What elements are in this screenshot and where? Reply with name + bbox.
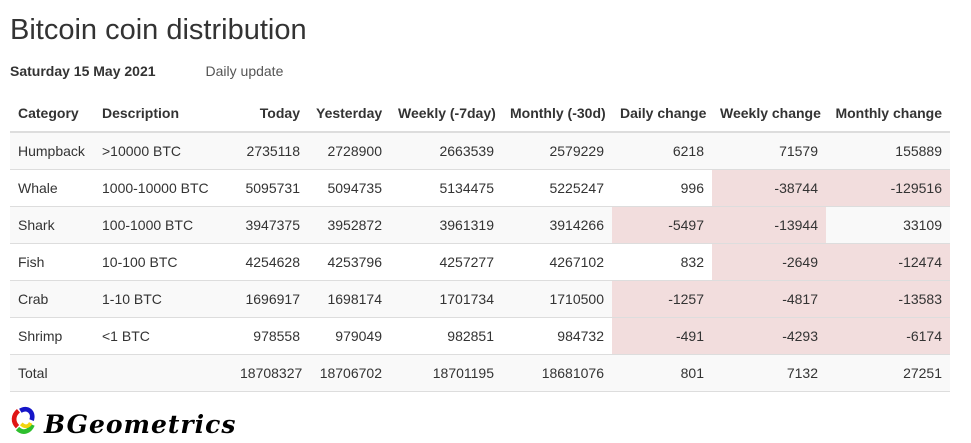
cell-monthly: 4267102 (502, 243, 612, 281)
cell-yesterday: 979049 (308, 317, 390, 355)
cell-yesterday: 5094735 (308, 169, 390, 207)
cell-description: >10000 BTC (94, 131, 232, 170)
table-row: Crab 1-10 BTC 1696917 1698174 1701734 17… (10, 280, 950, 318)
col-header-category: Category (10, 95, 94, 133)
cell-daily-change: 996 (612, 169, 712, 207)
table-header-row: Category Description Today Yesterday Wee… (10, 95, 950, 133)
cell-daily-change: -491 (612, 317, 712, 355)
cell-monthly-change: -13583 (826, 280, 950, 318)
cell-weekly: 4257277 (390, 243, 502, 281)
cell-yesterday: 18706702 (308, 354, 390, 392)
cell-weekly: 18701195 (390, 354, 502, 392)
table-row: Humpback >10000 BTC 2735118 2728900 2663… (10, 131, 950, 170)
cell-category: Total (10, 354, 94, 392)
cell-weekly: 3961319 (390, 206, 502, 244)
cell-yesterday: 3952872 (308, 206, 390, 244)
cell-yesterday: 4253796 (308, 243, 390, 281)
bgeometrics-logo-icon (10, 406, 40, 443)
col-header-today: Today (232, 95, 308, 133)
col-header-description: Description (94, 95, 232, 133)
page-title: Bitcoin coin distribution (10, 14, 307, 46)
cell-today: 5095731 (232, 169, 308, 207)
cell-category: Shrimp (10, 317, 94, 355)
cell-weekly-change: -13944 (712, 206, 826, 244)
cell-today: 2735118 (232, 131, 308, 170)
cell-description: <1 BTC (94, 317, 232, 355)
cell-today: 1696917 (232, 280, 308, 318)
cell-monthly-change: 33109 (826, 206, 950, 244)
cell-monthly: 5225247 (502, 169, 612, 207)
cell-today: 4254628 (232, 243, 308, 281)
cell-category: Crab (10, 280, 94, 318)
cell-yesterday: 1698174 (308, 280, 390, 318)
cell-category: Fish (10, 243, 94, 281)
bgeometrics-logo[interactable]: BGeometrics (10, 406, 235, 443)
cell-weekly-change: 7132 (712, 354, 826, 392)
cell-weekly-change: -38744 (712, 169, 826, 207)
cell-weekly-change: -4293 (712, 317, 826, 355)
cell-today: 978558 (232, 317, 308, 355)
cell-monthly: 984732 (502, 317, 612, 355)
update-frequency-label: Daily update (205, 63, 284, 79)
cell-description: 100-1000 BTC (94, 206, 232, 244)
table-row: Shark 100-1000 BTC 3947375 3952872 39613… (10, 206, 950, 244)
cell-monthly-change: -129516 (826, 169, 950, 207)
logo-text: BGeometrics (44, 410, 237, 439)
cell-monthly: 3914266 (502, 206, 612, 244)
col-header-monthly: Monthly (-30d) (502, 95, 612, 133)
cell-weekly: 1701734 (390, 280, 502, 318)
cell-daily-change: -5497 (612, 206, 712, 244)
table-row: Whale 1000-10000 BTC 5095731 5094735 513… (10, 169, 950, 207)
table-row: Shrimp <1 BTC 978558 979049 982851 98473… (10, 317, 950, 355)
col-header-monthly-change: Monthly change (826, 95, 950, 133)
report-date: Saturday 15 May 2021 (10, 63, 156, 79)
table-row: Total 18708327 18706702 18701195 1868107… (10, 354, 950, 392)
col-header-yesterday: Yesterday (308, 95, 390, 133)
cell-description: 1000-10000 BTC (94, 169, 232, 207)
cell-today: 18708327 (232, 354, 308, 392)
cell-description: 10-100 BTC (94, 243, 232, 281)
cell-category: Shark (10, 206, 94, 244)
cell-today: 3947375 (232, 206, 308, 244)
cell-description (94, 354, 232, 392)
table-row: Fish 10-100 BTC 4254628 4253796 4257277 … (10, 243, 950, 281)
cell-daily-change: 801 (612, 354, 712, 392)
cell-category: Whale (10, 169, 94, 207)
col-header-daily-change: Daily change (612, 95, 712, 133)
col-header-weekly: Weekly (-7day) (390, 95, 502, 133)
cell-weekly: 2663539 (390, 131, 502, 170)
cell-monthly-change: 27251 (826, 354, 950, 392)
cell-daily-change: -1257 (612, 280, 712, 318)
cell-weekly: 982851 (390, 317, 502, 355)
cell-monthly-change: 155889 (826, 131, 950, 170)
cell-weekly-change: -2649 (712, 243, 826, 281)
cell-monthly: 2579229 (502, 131, 612, 170)
cell-monthly-change: -6174 (826, 317, 950, 355)
cell-monthly: 18681076 (502, 354, 612, 392)
cell-yesterday: 2728900 (308, 131, 390, 170)
cell-daily-change: 832 (612, 243, 712, 281)
cell-weekly-change: -4817 (712, 280, 826, 318)
cell-weekly: 5134475 (390, 169, 502, 207)
col-header-weekly-change: Weekly change (712, 95, 826, 133)
subtitle-row: Saturday 15 May 2021 Daily update (10, 63, 961, 79)
distribution-table: Category Description Today Yesterday Wee… (10, 95, 950, 392)
cell-daily-change: 6218 (612, 131, 712, 170)
cell-weekly-change: 71579 (712, 131, 826, 170)
cell-monthly: 1710500 (502, 280, 612, 318)
cell-monthly-change: -12474 (826, 243, 950, 281)
cell-description: 1-10 BTC (94, 280, 232, 318)
cell-category: Humpback (10, 131, 94, 170)
